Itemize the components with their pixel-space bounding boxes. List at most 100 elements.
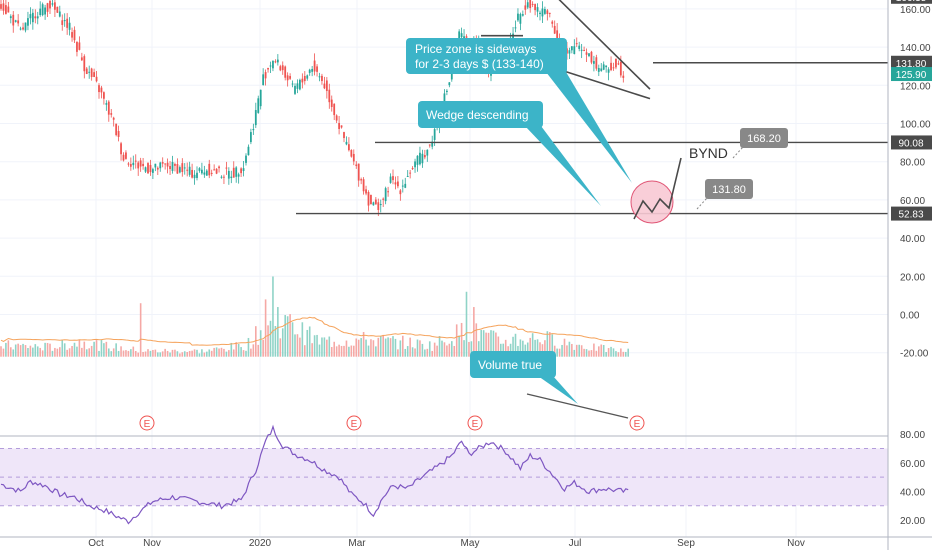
volume-bar [409,337,411,357]
candle-body [303,75,306,82]
candle-body [585,52,588,55]
rsi-tick-label-2: 40.00 [900,487,925,498]
volume-bar [304,345,306,357]
candle-body [367,192,370,206]
volume-bar [110,351,113,357]
candle-body [521,14,524,16]
time-tick-label-6: Sep [677,538,695,549]
volume-bar [215,347,218,357]
volume-bar [534,339,536,357]
candle-body [176,164,179,174]
candle-body [44,7,46,15]
volume-bar [308,326,311,357]
candle-body [213,169,216,171]
price-label-text-0: 166.35 [896,0,927,4]
volume-bar [590,350,593,357]
volume-bar [223,348,225,357]
volume-bar [142,351,144,357]
volume-bar [446,345,448,357]
candle-body [299,79,301,90]
volume-bar [475,323,478,357]
candle-body [142,163,144,167]
volume-bar [566,345,568,357]
candle-body [416,155,419,165]
volume-bar [340,345,343,357]
candle-body [110,113,113,115]
volume-bar [529,337,531,357]
candle-body [514,27,517,29]
volume-bar [255,326,257,357]
candle-body [71,32,73,38]
proj-high-label [740,128,788,148]
candle-body [161,162,164,164]
volume-bar [387,337,389,357]
volume-bar [573,349,576,357]
volume-bar [404,348,407,357]
volume-bar [402,335,404,357]
candle-body [379,204,382,206]
volume-bar [272,276,274,357]
candle-body [600,68,603,71]
volume-bar [122,350,125,357]
candle-body [389,176,392,183]
candle-body [41,4,44,16]
volume-bar [176,351,179,357]
volume-bar [600,344,603,357]
volume-bar [139,303,142,357]
price-label-box-1 [891,55,932,70]
volume-bar [115,343,117,357]
candle-body [152,169,154,173]
volume-bar [289,314,291,357]
volume-bar [0,346,2,357]
volume-bar [311,343,313,357]
volume-bar [157,352,159,357]
candle-body [14,20,17,22]
volume-bar [49,343,51,357]
candle-body [517,13,519,21]
volume-bar [245,350,247,357]
volume-bar [556,348,558,357]
volume-bar [583,348,585,357]
candle-body [78,42,81,50]
volume-bar [607,348,610,357]
proj-high-text: 168.20 [747,133,781,145]
volume-bar [524,344,527,357]
candle-body [392,176,394,181]
volume-bar [63,343,66,357]
volume-bar [51,350,54,357]
candle-body [318,76,321,78]
candle-body [164,163,167,165]
volume-bar [514,333,517,357]
volume-bar [316,334,318,357]
earnings-marker-3 [629,415,645,431]
candle-body [201,169,203,174]
candle-body [147,163,149,174]
price-tick-label-7: 120.00 [900,81,931,92]
candle-body [159,162,162,169]
candle-body [250,132,252,143]
candle-body [5,5,7,14]
volume-bar [59,347,61,357]
volume-bar [68,348,71,357]
volume-bar [117,350,120,357]
candle-body [220,176,223,178]
volume-bar [299,337,301,357]
candle-body [458,31,461,44]
volume-bar [240,347,242,357]
volume-bar [428,341,431,357]
candle-body [122,154,125,161]
volume-bar [203,352,206,357]
candle-body [154,163,157,168]
candle-body [237,174,240,177]
volume-bar [610,346,612,357]
earnings-marker-1 [346,415,362,431]
candle-body [294,85,296,94]
volume-bar [624,351,627,357]
earnings-marker-label-0: E [144,419,151,430]
candle-body [73,29,76,41]
volume-bar [598,346,600,357]
candle-body [526,2,529,8]
candle-body [137,162,140,169]
rsi-tick-label-0: 80.00 [900,430,925,441]
proj-mid-connector [696,197,708,210]
